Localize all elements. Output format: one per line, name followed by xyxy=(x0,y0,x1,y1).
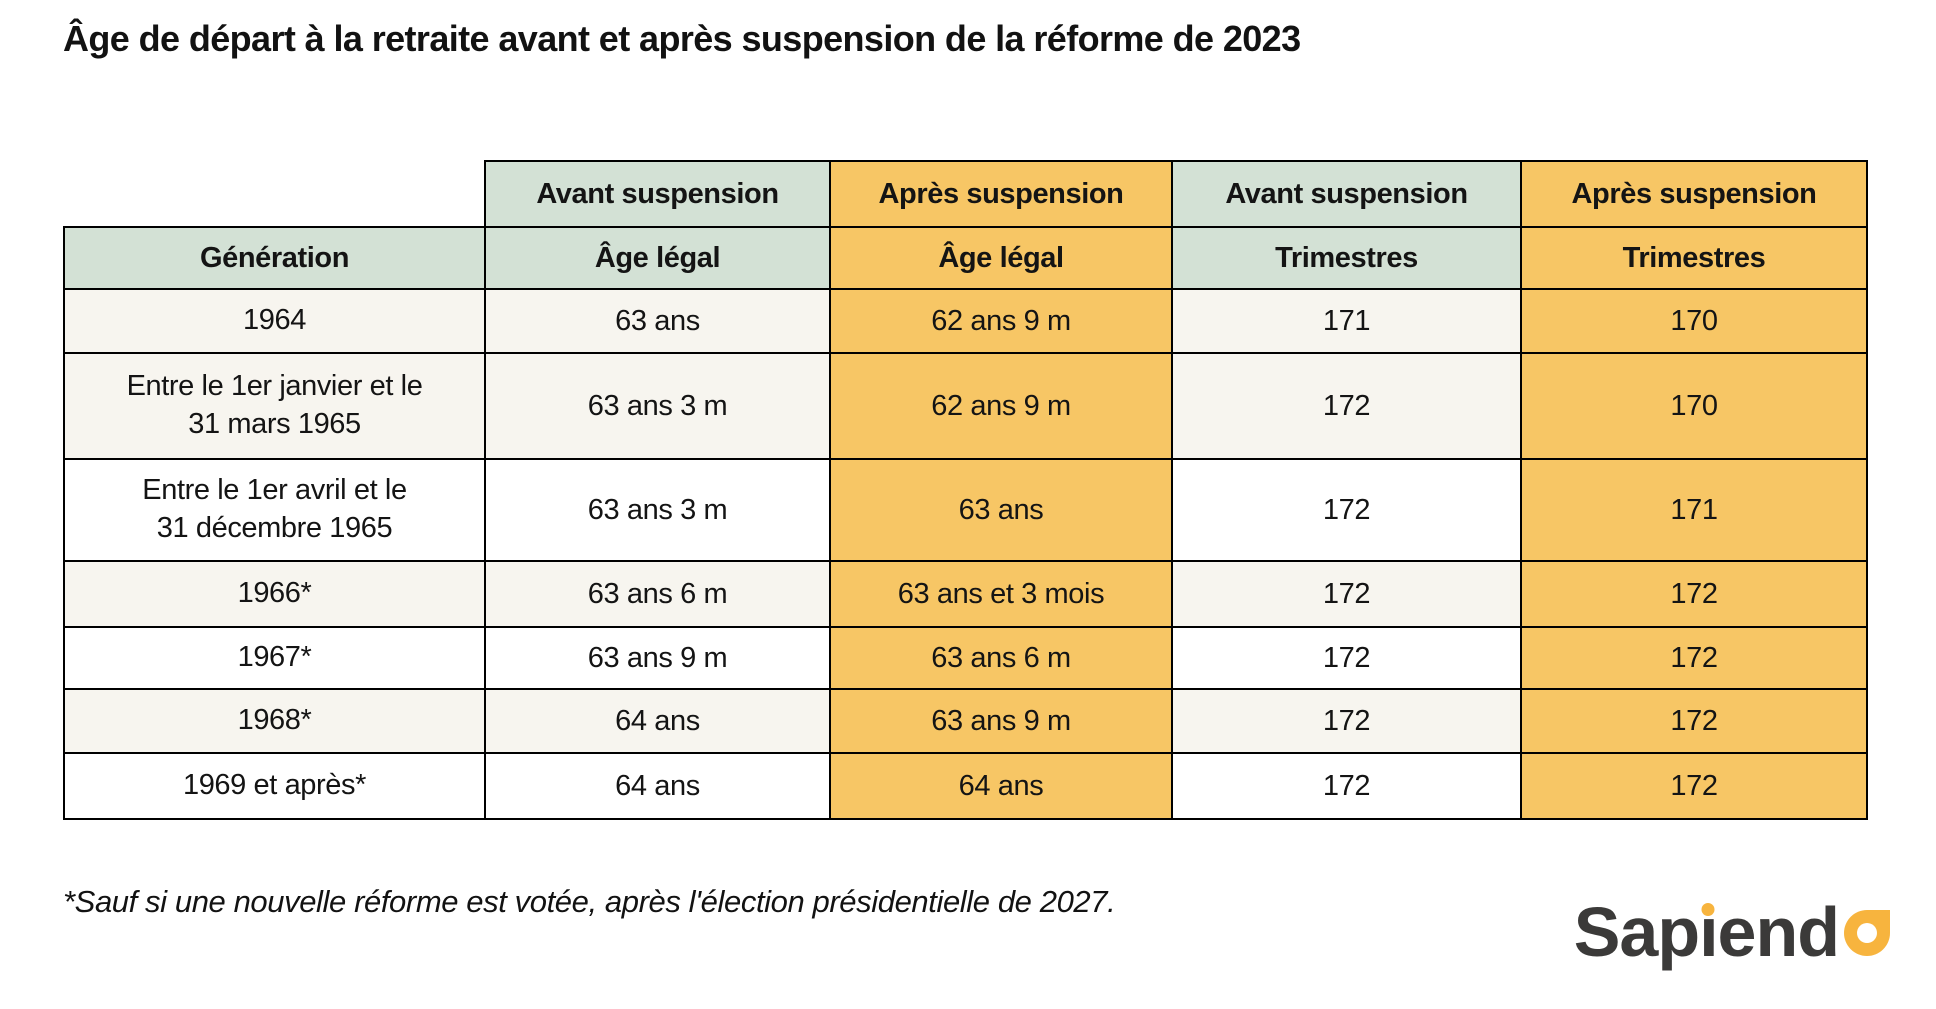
cell-trim-apres: 172 xyxy=(1520,560,1868,628)
table-row: Entre le 1er janvier et le 31 mars 1965 … xyxy=(63,352,1868,460)
cell-age-apres: 63 ans xyxy=(829,458,1173,562)
cell-generation: 1968* xyxy=(63,688,486,754)
group-header-apres-trimestres: Après suspension xyxy=(1520,160,1868,228)
cell-trim-apres: 172 xyxy=(1520,626,1868,690)
cell-age-avant: 63 ans xyxy=(484,288,831,354)
cell-trim-avant: 172 xyxy=(1171,458,1522,562)
cell-generation: 1964 xyxy=(63,288,486,354)
cell-age-apres: 64 ans xyxy=(829,752,1173,820)
cell-trim-apres: 172 xyxy=(1520,752,1868,820)
cell-age-apres: 63 ans 6 m xyxy=(829,626,1173,690)
table-row: 1966* 63 ans 6 m 63 ans et 3 mois 172 17… xyxy=(63,560,1868,628)
logo-i-dot-icon xyxy=(1701,903,1715,916)
cell-trim-apres: 172 xyxy=(1520,688,1868,754)
retirement-table: Avant suspension Après suspension Avant … xyxy=(63,160,1868,820)
logo-o-drop-icon xyxy=(1844,910,1890,956)
logo-text-start: Sap xyxy=(1573,893,1700,971)
cell-trim-avant: 172 xyxy=(1171,352,1522,460)
cell-age-apres: 63 ans et 3 mois xyxy=(829,560,1173,628)
cell-trim-avant: 172 xyxy=(1171,752,1522,820)
cell-trim-apres: 170 xyxy=(1520,352,1868,460)
column-header-trim-avant: Trimestres xyxy=(1171,226,1522,290)
cell-trim-avant: 171 xyxy=(1171,288,1522,354)
cell-trim-apres: 171 xyxy=(1520,458,1868,562)
group-header-avant-trimestres: Avant suspension xyxy=(1171,160,1522,228)
blank-cell xyxy=(64,161,485,227)
cell-generation: 1966* xyxy=(63,560,486,628)
group-header-row: Avant suspension Après suspension Avant … xyxy=(64,160,1868,228)
cell-age-apres: 62 ans 9 m xyxy=(829,352,1173,460)
logo-text-end: end xyxy=(1717,893,1840,971)
cell-generation: Entre le 1er janvier et le 31 mars 1965 xyxy=(63,352,486,460)
cell-age-avant: 63 ans 9 m xyxy=(484,626,831,690)
group-header-avant-age: Avant suspension xyxy=(484,160,831,228)
cell-generation: 1967* xyxy=(63,626,486,690)
cell-trim-apres: 170 xyxy=(1520,288,1868,354)
page-title: Âge de départ à la retraite avant et apr… xyxy=(63,18,1301,59)
cell-age-avant: 64 ans xyxy=(484,752,831,820)
column-header-trim-apres: Trimestres xyxy=(1520,226,1868,290)
cell-trim-avant: 172 xyxy=(1171,560,1522,628)
cell-age-apres: 62 ans 9 m xyxy=(829,288,1173,354)
footnote: *Sauf si une nouvelle réforme est votée,… xyxy=(63,884,1116,919)
cell-age-avant: 64 ans xyxy=(484,688,831,754)
column-header-age-apres: Âge légal xyxy=(829,226,1173,290)
cell-generation: Entre le 1er avril et le 31 décembre 196… xyxy=(63,458,486,562)
cell-age-avant: 63 ans 3 m xyxy=(484,458,831,562)
table-row: 1968* 64 ans 63 ans 9 m 172 172 xyxy=(63,688,1868,754)
logo-letter-i: ı xyxy=(1699,893,1718,971)
table-row: 1967* 63 ans 9 m 63 ans 6 m 172 172 xyxy=(63,626,1868,690)
group-header-apres-age: Après suspension xyxy=(829,160,1173,228)
table-row: 1964 63 ans 62 ans 9 m 171 170 xyxy=(63,288,1868,354)
cell-trim-avant: 172 xyxy=(1171,626,1522,690)
cell-age-apres: 63 ans 9 m xyxy=(829,688,1173,754)
column-header-generation: Génération xyxy=(63,226,486,290)
table-row: Entre le 1er avril et le 31 décembre 196… xyxy=(63,458,1868,562)
cell-generation: 1969 et après* xyxy=(63,752,486,820)
table-row: 1969 et après* 64 ans 64 ans 172 172 xyxy=(63,752,1868,820)
sapiendo-logo: Sapı end xyxy=(1574,894,1890,971)
column-header-row: Génération Âge légal Âge légal Trimestre… xyxy=(63,226,1868,290)
column-header-age-avant: Âge légal xyxy=(484,226,831,290)
cell-trim-avant: 172 xyxy=(1171,688,1522,754)
cell-age-avant: 63 ans 3 m xyxy=(484,352,831,460)
cell-age-avant: 63 ans 6 m xyxy=(484,560,831,628)
